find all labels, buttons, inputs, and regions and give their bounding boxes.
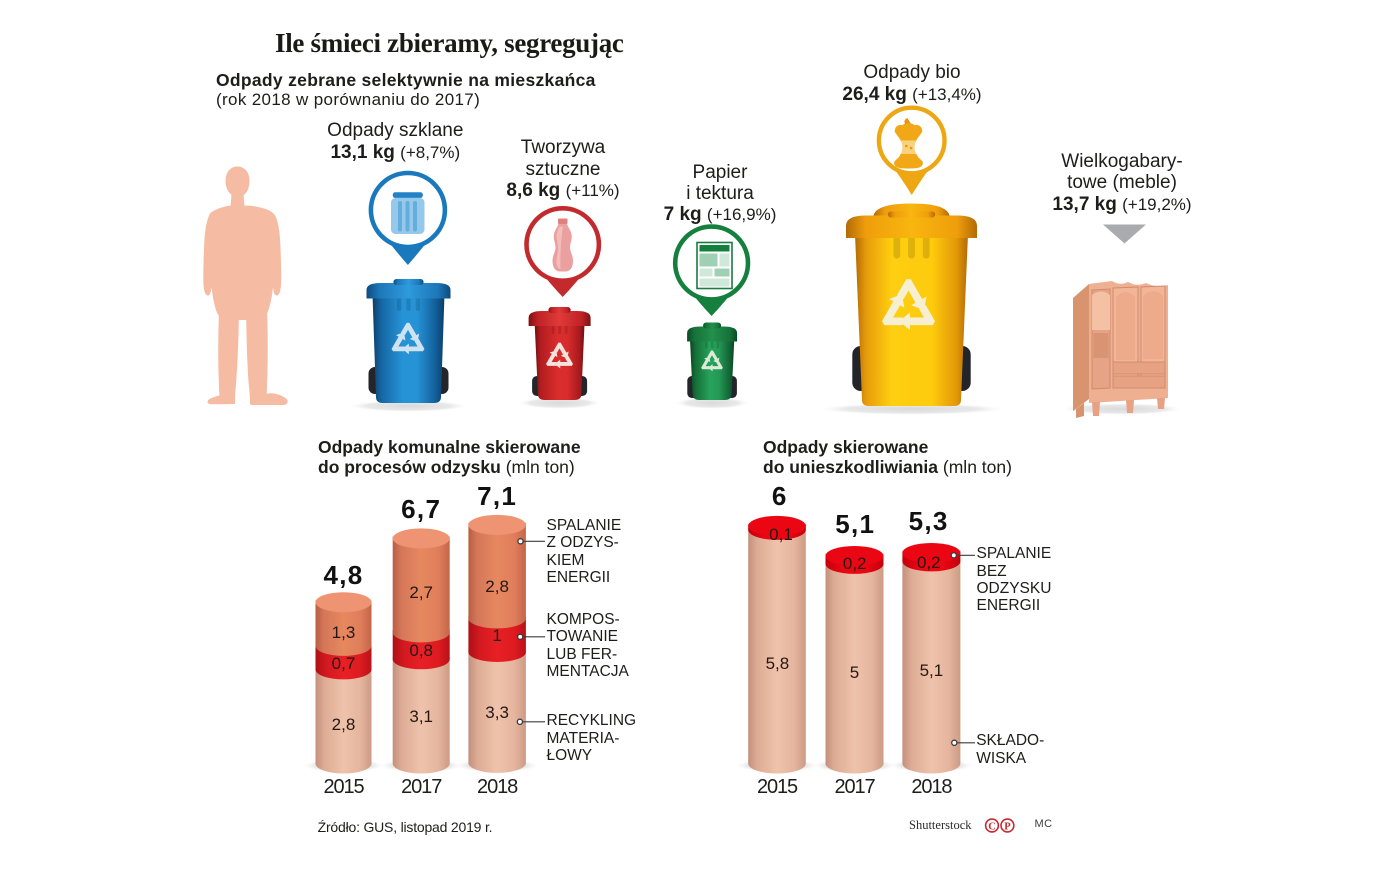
svg-text:C: C <box>988 822 996 833</box>
svg-text:P: P <box>1004 822 1011 833</box>
